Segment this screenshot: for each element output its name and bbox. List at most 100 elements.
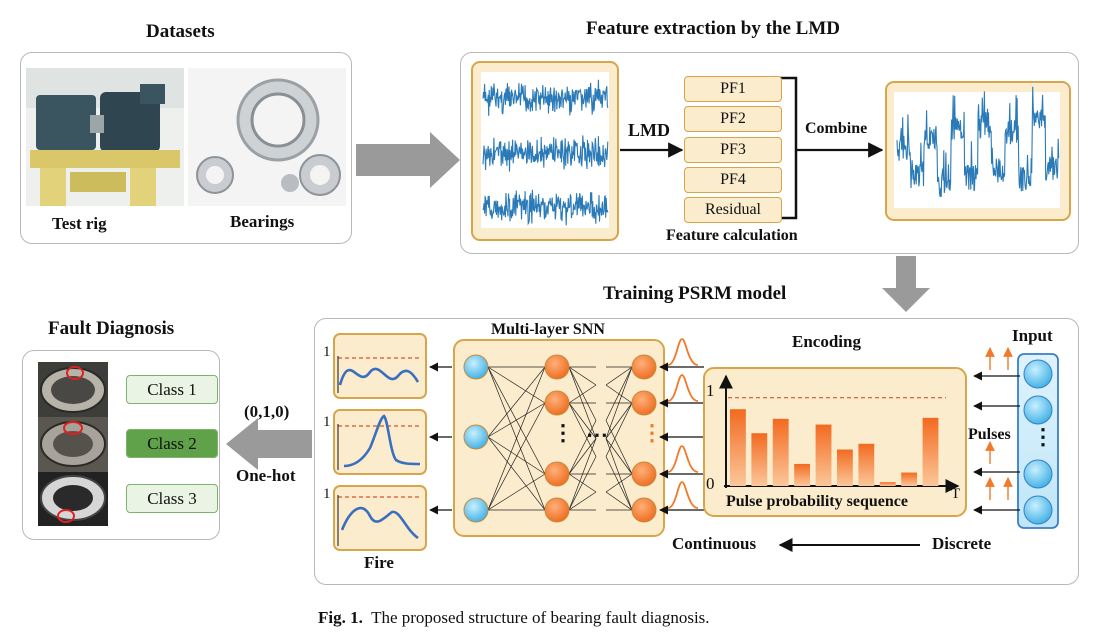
snn-link xyxy=(487,436,546,511)
snn-link xyxy=(568,456,597,511)
chart-bar xyxy=(879,482,896,486)
raw-signal-2 xyxy=(482,135,609,172)
snn-neuron xyxy=(544,497,570,523)
fire-one-label-1: 1 xyxy=(323,344,331,360)
snn-link xyxy=(605,438,633,475)
pf-box-1: PF1 xyxy=(684,76,782,102)
snn-link xyxy=(487,366,546,404)
snn-link xyxy=(605,366,633,386)
lmd-title: Feature extraction by the LMD xyxy=(586,18,840,39)
pf-box-2: PF2 xyxy=(684,106,782,132)
snn-neuron xyxy=(631,390,657,416)
chart-bar xyxy=(751,433,768,486)
chart-y-top: 1 xyxy=(706,381,715,400)
snn-link xyxy=(568,491,597,511)
snn-link xyxy=(568,384,597,404)
datasets-to-lmd-arrow xyxy=(356,132,460,188)
snn-link xyxy=(605,402,633,457)
chart-bar xyxy=(858,443,875,486)
snn-neuron xyxy=(463,497,489,523)
figure-caption: Fig. 1. The proposed structure of bearin… xyxy=(318,608,710,628)
chart-bar xyxy=(837,449,853,486)
lmd-to-training-arrow xyxy=(882,256,930,312)
chart-y-zero: 0 xyxy=(706,474,715,493)
input-neuron xyxy=(1023,495,1053,525)
snn-link xyxy=(487,402,546,511)
spike-pulse xyxy=(667,481,699,509)
raw-signal-3 xyxy=(482,189,609,226)
snn-link xyxy=(605,420,633,475)
fault-image-2 xyxy=(38,417,108,472)
bearings-image xyxy=(188,68,346,206)
discrete-label: Discrete xyxy=(932,534,992,553)
snn-label: Multi-layer SNN xyxy=(491,321,605,338)
snn-neuron xyxy=(544,461,570,487)
snn-link xyxy=(568,402,597,457)
input-arrows xyxy=(973,347,1020,515)
onehot-label: One-hot xyxy=(236,466,296,485)
snn-link xyxy=(605,491,633,511)
lmd-arrow-label: LMD xyxy=(628,120,670,140)
fault-title: Fault Diagnosis xyxy=(48,318,175,339)
snn-link xyxy=(605,402,633,439)
fault-image-1 xyxy=(38,362,108,417)
raw-signal-1 xyxy=(482,79,609,116)
chart-bar xyxy=(730,409,746,486)
combine-label: Combine xyxy=(805,120,868,137)
snn-link xyxy=(568,438,597,511)
class-3-box: Class 3 xyxy=(126,484,218,513)
encoding-label: Encoding xyxy=(792,332,861,351)
snn-orange-vdots: ⋮ xyxy=(641,420,663,445)
chart-bar xyxy=(922,417,939,486)
pulse-probability-chart xyxy=(719,374,960,493)
input-neuron xyxy=(1023,395,1053,425)
caption-prefix: Fig. 1. xyxy=(318,608,363,627)
snn-link xyxy=(487,402,546,438)
input-neuron xyxy=(1023,459,1053,489)
input-vdots: ⋮ xyxy=(1032,424,1054,449)
snn-link xyxy=(568,438,597,475)
input-neurons xyxy=(1023,359,1053,525)
pulses-label: Pulses xyxy=(968,426,1011,443)
snn-link xyxy=(487,473,546,511)
spike-pulse xyxy=(667,445,699,473)
snn-neuron xyxy=(631,354,657,380)
snn-hdots: ⋯ xyxy=(586,422,608,447)
input-neuron xyxy=(1023,359,1053,389)
bearings-label: Bearings xyxy=(230,212,295,231)
fire-label: Fire xyxy=(364,553,394,572)
pf-box-residual: Residual xyxy=(684,197,782,223)
fire-box-3 xyxy=(333,485,427,551)
feature-calc-label: Feature calculation xyxy=(666,227,798,244)
pf-box-4: PF4 xyxy=(684,167,782,193)
test-rig-image xyxy=(26,68,184,206)
pf-box-3: PF3 xyxy=(684,137,782,163)
chart-bar xyxy=(794,463,811,486)
snn-link xyxy=(487,436,546,475)
input-label: Input xyxy=(1012,326,1053,345)
spike-pulse xyxy=(667,338,699,366)
pf-bracket xyxy=(780,76,798,220)
fire-box-2 xyxy=(333,409,427,475)
chart-bar xyxy=(901,472,918,486)
fire-one-label-3: 1 xyxy=(323,486,331,502)
snn-neuron xyxy=(463,424,489,450)
snn-neuron xyxy=(544,390,570,416)
snn-link xyxy=(487,366,546,475)
class-1-box: Class 1 xyxy=(126,375,218,404)
fault-image-3 xyxy=(38,472,108,526)
snn-link xyxy=(605,366,633,421)
onehot-value: (0,1,0) xyxy=(244,402,290,421)
snn-neuron xyxy=(631,461,657,487)
fire-box-1 xyxy=(333,333,427,399)
training-title: Training PSRM model xyxy=(603,283,787,304)
chart-bar xyxy=(772,418,789,486)
snn-neuron xyxy=(544,354,570,380)
chart-x-end: T xyxy=(951,486,961,502)
datasets-title: Datasets xyxy=(146,21,215,42)
fire-one-label-2: 1 xyxy=(323,414,331,430)
caption-text: The proposed structure of bearing fault … xyxy=(371,608,710,627)
encoding-chart-box xyxy=(703,367,967,517)
combined-feature-plot xyxy=(894,92,1060,208)
